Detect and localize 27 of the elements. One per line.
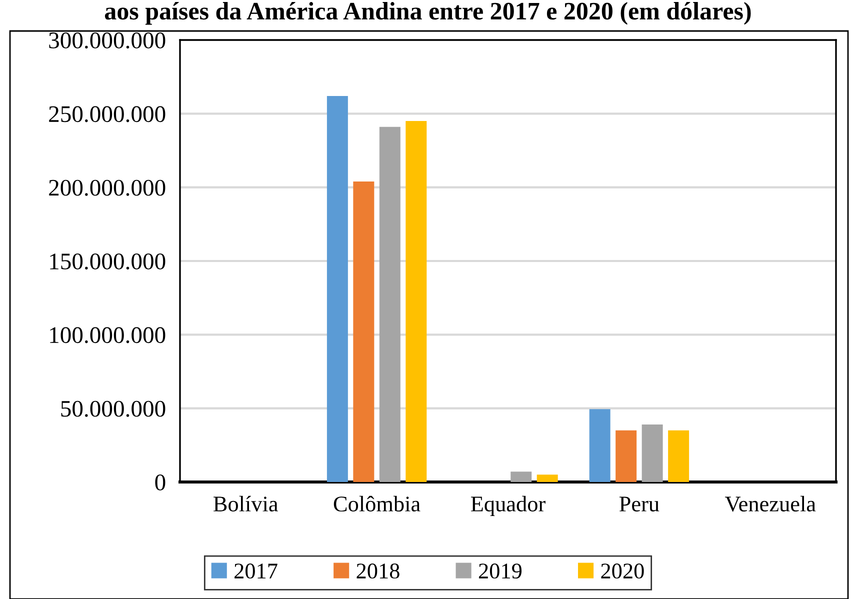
y-tick-label: 300.000.000 (49, 32, 166, 49)
y-tick-label: 100.000.000 (50, 327, 166, 344)
legend-label: 2020 (601, 564, 644, 579)
y-tick-label: 0 (155, 474, 166, 490)
legend-label: 2018 (356, 564, 400, 579)
bar (406, 121, 427, 482)
y-tick-label: 200.000.000 (49, 180, 166, 196)
bar (589, 409, 610, 482)
bar (668, 430, 690, 482)
y-tick-label: 150.000.000 (50, 253, 166, 270)
x-tick-label: Colômbia (334, 496, 420, 512)
bar (353, 181, 374, 482)
bar (379, 126, 400, 482)
chart-title: aos países da América Andina entre 2017 e 2020 (em dólares) (104, 2, 751, 25)
bar (642, 424, 663, 482)
legend-label: 2017 (234, 564, 278, 579)
y-tick-label: 50.000.000 (61, 400, 166, 417)
x-tick-label: Bolívia (214, 496, 278, 512)
legend-label: 2019 (478, 564, 522, 579)
x-tick-label: Peru (619, 496, 660, 512)
bar (326, 96, 348, 482)
bar (536, 474, 558, 482)
x-tick-label: Venezuela (725, 496, 816, 512)
y-tick-label: 250.000.000 (49, 106, 166, 122)
bar (616, 430, 637, 482)
bar (510, 472, 532, 482)
x-tick-label: Equador (471, 496, 546, 516)
